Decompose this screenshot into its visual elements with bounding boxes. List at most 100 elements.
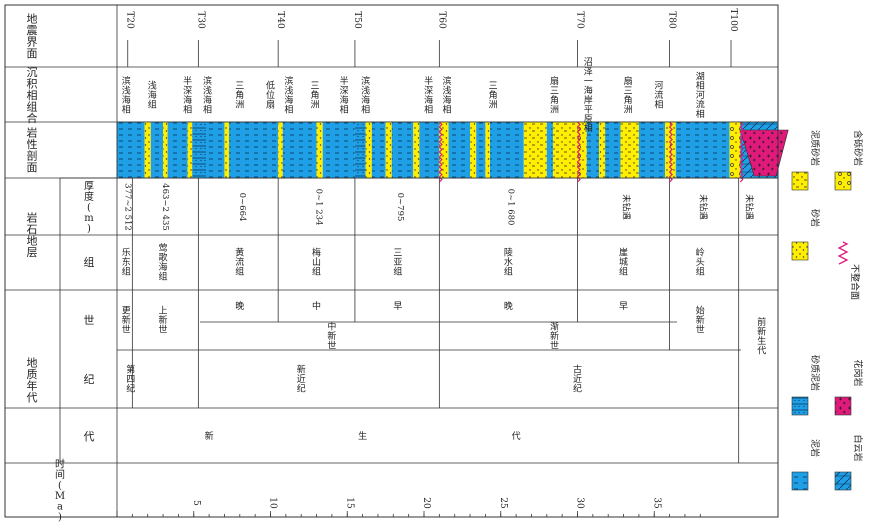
formation-label: 莺歌海组 [159,242,168,282]
svg-text:湖相河流相: 湖相河流相 [696,71,705,120]
series-label: 始新世 [696,305,705,336]
svg-text:生: 生 [358,430,367,442]
legend-label: 砂岩 [809,209,821,227]
unconformity-mark [576,121,581,183]
lith-mud [282,122,317,178]
legend-swatch-gravel_sand [834,171,852,191]
svg-text:滨浅海相: 滨浅海相 [284,75,293,115]
svg-text:沼泽一海岸平原相: 沼泽一海岸平原相 [584,57,593,134]
thickness-value: 未钻遇 [743,194,754,220]
lith-granite [739,129,789,177]
svg-text:扇三角洲: 扇三角洲 [624,75,633,115]
legend-item-gravel_sand: 含砾砂岩 [834,130,864,191]
lith-mud [586,122,599,178]
thickness-value: 未钻遇 [621,194,632,220]
legend-item-granite: 花岗岩 [834,359,864,416]
legend-swatch-granite [834,396,852,416]
svg-text:更新世: 更新世 [122,306,131,336]
svg-text:厚度(m): 厚度(m) [84,181,94,235]
svg-text:乐东组: 乐东组 [122,247,131,278]
formation-label: 崖城组 [619,248,628,278]
lith-mud [167,122,188,178]
unconformity-mark [438,121,443,183]
series-sub-label: 早 [393,301,402,312]
seismic-interface-label: T70 [575,11,585,29]
series-label: 更新世 [122,306,131,336]
facies-label: 滨浅海相 [443,75,452,115]
lith-gravel [729,122,741,178]
lith-mud [638,122,665,178]
facies-label: 三角洲 [311,82,320,111]
lith-sand [316,122,323,178]
svg-text:岩性剖面: 岩性剖面 [27,126,38,175]
legend-label: 花岗岩 [852,359,864,386]
svg-text:代: 代 [84,430,95,443]
svg-text:早: 早 [393,301,402,312]
legend-item-silty_mud: 砂质泥岩 [791,355,821,416]
svg-text:岩石地层: 岩石地层 [27,211,38,260]
lith-mud [675,122,730,178]
facies-label: 湖相河流相 [696,71,705,120]
svg-text:滨浅海相: 滨浅海相 [361,75,370,115]
row-label-lithology: 岩性剖面 [27,126,38,175]
facies-label: 河流相 [654,80,663,111]
system-label: 新近纪 [297,364,306,395]
lith-mud [391,122,414,178]
facies-label: 低位扇 [266,80,275,111]
facies-label: 三角洲 [489,82,498,111]
series-sub-label: 晚 [504,301,513,312]
thickness-value: 377~2 512 [122,183,132,231]
unconformity-mark [668,121,673,183]
svg-text:晚: 晚 [235,301,244,312]
legend-item-dolomite: 白云岩 [834,434,864,491]
facies-label: 滨浅海相 [203,75,212,115]
thickness-value: 0~1 234 [314,189,324,226]
seismic-interface-label: T50 [352,11,362,29]
svg-text:岭头组: 岭头组 [696,247,705,278]
frame [4,4,779,518]
svg-text:三角洲: 三角洲 [235,82,244,111]
formation-label: 乐东组 [122,247,131,278]
formation-label: 陵水组 [504,248,513,278]
lith-sand [598,122,606,178]
svg-text:莺歌海组: 莺歌海组 [159,242,168,282]
legend-swatch-muddy_sand [791,171,809,191]
legend-label: 泥岩 [809,439,821,457]
legend-label: 不整合面 [849,264,861,300]
lith-mud [490,122,524,178]
facies-label: 滨浅海相 [122,75,131,115]
facies-label: 滨浅海相 [284,75,293,115]
legend-swatch-mud [791,471,809,491]
row-label-era: 代 [84,430,95,443]
legend-label: 砂质泥岩 [809,355,821,391]
facies-label: 扇三角洲 [550,75,559,115]
seismic-interface-label: T100 [728,8,738,31]
lith-mud [117,122,145,178]
legend-swatch-unconformity [837,241,849,265]
facies-label: 半深海相 [340,75,349,115]
lith-mud [419,122,440,178]
svg-text:扇三角洲: 扇三角洲 [550,75,559,115]
svg-text:古近纪: 古近纪 [573,364,582,395]
thickness-value: 463~2 435 [160,183,170,231]
lith-muddysand [278,122,283,178]
svg-text:梅山组: 梅山组 [312,247,321,278]
legend-label: 含砾砂岩 [852,130,864,166]
lith-muddysand [523,122,547,178]
series-label: 渐新世 [550,321,559,352]
lith-frame [116,121,779,179]
lith-mud [150,122,164,178]
lith-sand [413,122,420,178]
thickness-value: 未钻遇 [697,194,708,220]
svg-text:三亚组: 三亚组 [393,249,402,278]
time-tick-label: 25 [498,497,508,509]
lith-mud [448,122,471,178]
seismic-interface-label: T60 [436,11,446,29]
legend-label: 泥质砂岩 [809,130,821,166]
series-sub-label: 早 [619,301,628,312]
legend-item-sand: 砂岩 [791,209,821,261]
time-tick-label: 10 [268,497,278,509]
row-label-formation: 组 [84,255,95,269]
